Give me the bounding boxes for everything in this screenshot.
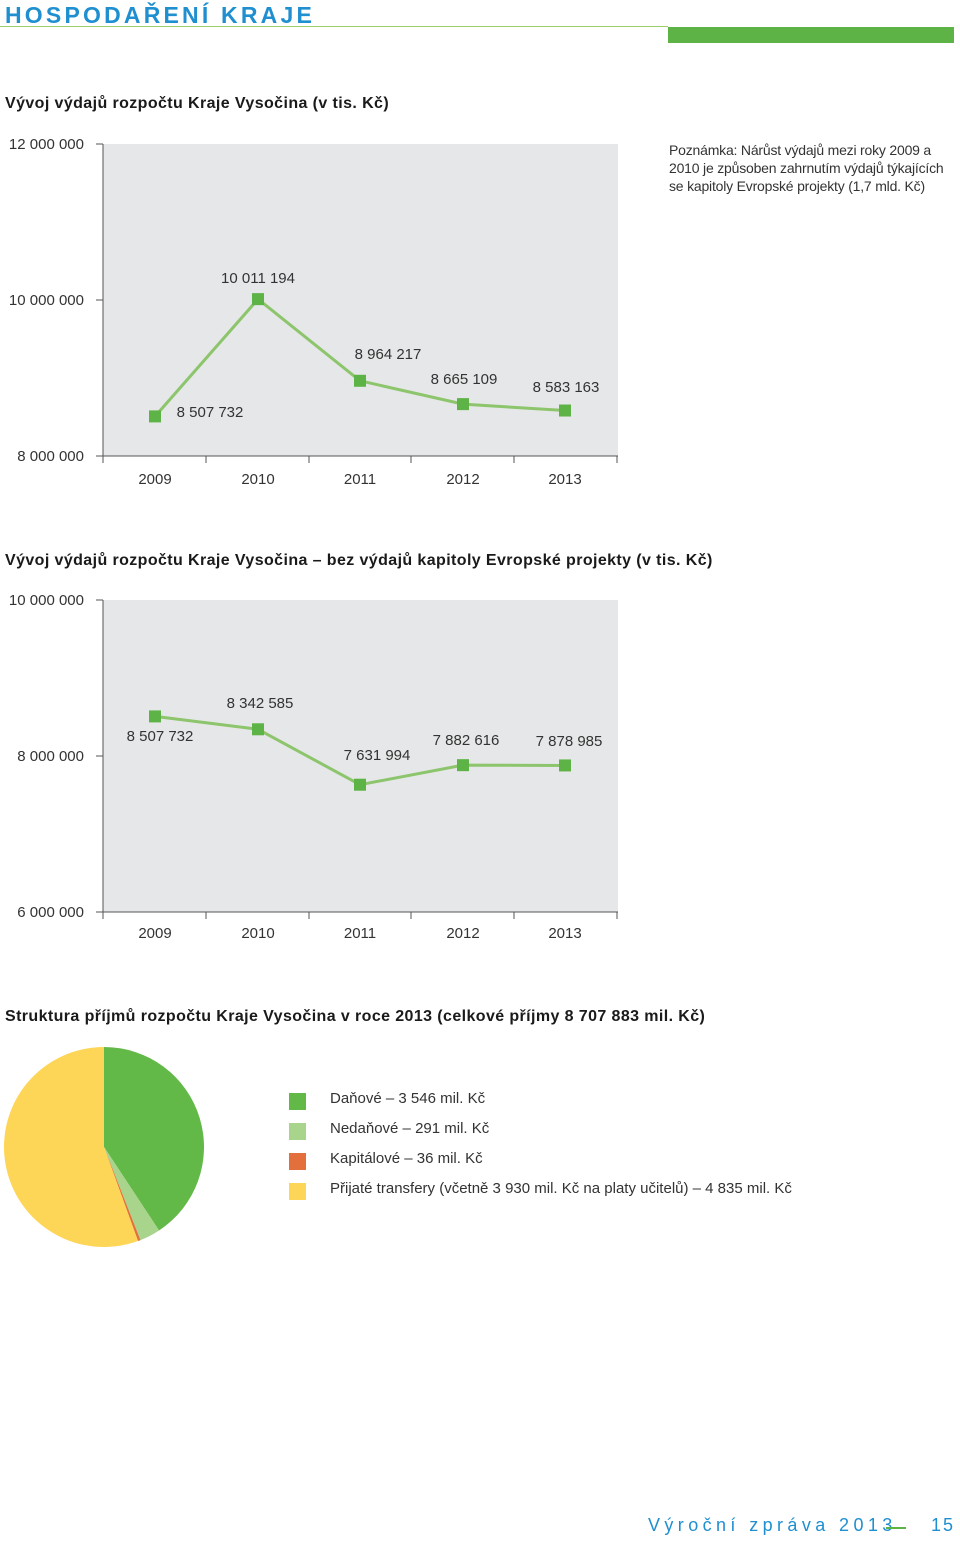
data-label: 8 964 217 [355,346,422,363]
y-tick-label: 8 000 000 [17,748,84,765]
legend-label: Nedaňové – 291 mil. Kč [330,1120,490,1137]
data-label: 8 342 585 [227,695,294,712]
page-section-title: HOSPODAŘENÍ KRAJE [5,2,315,28]
legend-swatch [289,1153,306,1170]
data-point [457,759,469,772]
data-label: 7 882 616 [433,732,500,749]
data-point [354,778,366,791]
chart2-title: Vývoj výdajů rozpočtu Kraje Vysočina – b… [5,552,713,569]
x-tick-label: 2011 [344,925,376,942]
data-point [149,710,161,723]
pie-slice [4,1047,139,1247]
x-tick-label: 2011 [344,471,376,488]
x-tick-label: 2009 [138,471,171,488]
chart1-line-chart: 8 000 000 10 000 000 12 000 000 2009 2010 201… [9,136,618,488]
legend-label: Přijaté transfery (včetně 3 930 mil. Kč … [330,1180,792,1197]
data-label: 7 878 985 [536,733,603,750]
footer-label: Výroční zpráva 2013 [648,1515,897,1535]
data-label: 10 011 194 [221,270,295,287]
legend-swatch [289,1093,306,1110]
y-tick-label: 8 000 000 [17,448,84,465]
header-accent-bar [668,27,954,43]
data-label: 8 583 163 [533,379,600,396]
data-label: 8 507 732 [127,728,194,745]
y-tick-label: 6 000 000 [17,904,84,921]
pie-slice [104,1147,141,1242]
data-label: 8 507 732 [177,404,244,421]
chart3-pie-chart [4,1047,205,1247]
pie-slice [104,1047,205,1231]
data-point [149,410,161,423]
data-point [252,723,264,736]
plot-area [103,600,618,912]
chart1-title: Vývoj výdajů rozpočtu Kraje Vysočina (v … [5,95,390,112]
data-point [559,404,571,417]
chart2-line-chart: 6 000 000 8 000 000 10 000 000 2009 2010 2011… [9,592,618,942]
legend-label: Kapitálové – 36 mil. Kč [330,1150,483,1167]
chart1-note: Poznámka: Nárůst výdajů mezi roky 2009 a… [669,142,944,194]
data-point [559,759,571,772]
plot-area [103,144,618,456]
legend-label: Daňové – 3 546 mil. Kč [330,1090,486,1107]
x-tick-label: 2010 [241,471,274,488]
data-label: 7 631 994 [344,747,411,764]
legend-swatch [289,1183,306,1200]
x-tick-label: 2012 [446,925,479,942]
header-rule [0,26,668,27]
data-point [457,398,469,411]
data-point [354,374,366,387]
pie-slice [104,1147,160,1241]
y-tick-label: 10 000 000 [9,292,84,309]
data-point [252,293,264,306]
page-number: 15 [931,1515,956,1535]
legend-swatch [289,1123,306,1140]
footer: Výroční zpráva 2013 15 [640,1515,960,1541]
footer-dash [886,1527,906,1529]
x-tick-label: 2013 [548,471,581,488]
x-tick-label: 2012 [446,471,479,488]
y-tick-label: 10 000 000 [9,592,84,609]
x-tick-label: 2013 [548,925,581,942]
chart3-title: Struktura příjmů rozpočtu Kraje Vysočina… [5,1008,706,1025]
x-tick-label: 2009 [138,925,171,942]
x-tick-label: 2010 [241,925,274,942]
data-label: 8 665 109 [431,371,498,388]
y-tick-label: 12 000 000 [9,136,84,153]
